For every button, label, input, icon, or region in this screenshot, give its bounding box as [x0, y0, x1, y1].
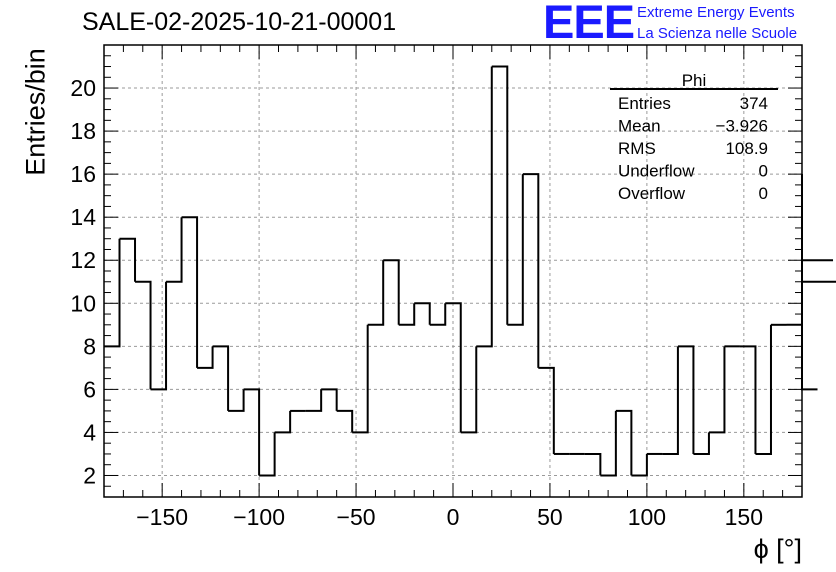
histogram-bin — [708, 346, 726, 434]
y-tick-label: 18 — [70, 118, 96, 144]
histogram-bin — [801, 259, 834, 282]
histogram-bin — [135, 280, 152, 390]
histogram-bin — [522, 173, 540, 368]
stats-box: Phi Entries 374 Mean −3.926 RMS 108.9 Underflow… — [610, 71, 778, 203]
histogram-bin — [197, 346, 214, 369]
stats-row-value: 374 — [740, 94, 768, 113]
histogram-bin — [460, 346, 478, 434]
y-tick-label: 10 — [70, 290, 96, 316]
stats-row-label: Mean — [618, 117, 661, 136]
histogram-bin — [677, 345, 695, 454]
histogram-bin — [336, 409, 354, 433]
logo-subtitle-line2: La Scienza nelle Scuole — [637, 25, 798, 42]
histogram-bin — [181, 216, 199, 368]
histogram-bin — [429, 303, 447, 326]
histogram-bin — [305, 389, 323, 412]
x-axis-label: ϕ [°] — [753, 534, 802, 564]
stats-row-label: RMS — [618, 139, 656, 158]
stats-row-value: −3.926 — [716, 117, 768, 136]
histogram-bin — [615, 409, 633, 476]
histogram-bin — [414, 302, 431, 325]
histogram-bin — [739, 345, 757, 454]
histogram-bin — [259, 432, 276, 477]
histogram-bin — [445, 302, 462, 433]
histogram-bin — [212, 345, 230, 411]
histogram-bin — [631, 453, 648, 477]
histogram-bin — [321, 388, 338, 411]
histogram-bin — [166, 217, 183, 283]
histogram-bin — [352, 324, 369, 434]
stats-row-value: 0 — [759, 162, 768, 181]
y-tick-label: 12 — [70, 247, 96, 273]
histogram-bin — [476, 66, 493, 348]
histogram-bin — [243, 388, 261, 476]
y-tick-label: 2 — [83, 462, 96, 488]
logo-subtitle-line1: Extreme Energy Events — [637, 4, 795, 21]
y-tick-label: 14 — [70, 204, 96, 230]
x-tick-label: 100 — [628, 504, 666, 530]
histogram-bin — [801, 260, 818, 391]
stats-row-label: Overflow — [618, 184, 686, 203]
y-tick-label: 20 — [70, 75, 96, 101]
histogram-bin — [538, 366, 555, 454]
stats-name: Phi — [682, 71, 707, 90]
stats-row-value: 108.9 — [725, 139, 768, 158]
stats-row-label: Entries — [618, 94, 671, 113]
x-tick-label: 0 — [447, 504, 460, 530]
chart-title: SALE-02-2025-10-21-00001 — [82, 8, 397, 36]
histogram-bin — [274, 410, 292, 434]
y-tick-label: 16 — [70, 161, 96, 187]
x-tick-label: 150 — [725, 504, 763, 530]
histogram-bin — [755, 324, 772, 455]
histogram-bin — [150, 281, 168, 391]
histogram-bin — [584, 452, 602, 476]
x-tick-label: 50 — [537, 504, 563, 530]
x-tick-label: −50 — [337, 504, 376, 530]
histogram-bin — [398, 303, 416, 326]
histogram-bin — [119, 237, 137, 282]
stats-row-label: Underflow — [618, 162, 695, 181]
histogram-bin — [367, 260, 385, 326]
histogram-bin — [600, 410, 617, 477]
stats-row-value: 0 — [759, 184, 768, 203]
histogram-bin — [228, 389, 245, 412]
histogram-bins — [104, 65, 836, 477]
histogram-bin — [662, 346, 679, 455]
grid — [104, 45, 802, 497]
y-tick-label: 4 — [83, 419, 96, 445]
histogram-bin — [491, 65, 509, 325]
x-tick-label: −100 — [233, 504, 285, 530]
eee-logo: EEE — [543, 0, 635, 48]
histogram-bin — [693, 432, 710, 455]
histogram-bin — [383, 259, 400, 325]
y-tick-label: 8 — [83, 333, 96, 359]
x-tick-label: −150 — [136, 504, 188, 530]
axes: −150 −100 −50 0 50 100 150 2 4 6 8 10 12 14 16 18 20 — [70, 44, 803, 530]
y-tick-label: 6 — [83, 376, 96, 402]
histogram-bin — [507, 174, 524, 326]
